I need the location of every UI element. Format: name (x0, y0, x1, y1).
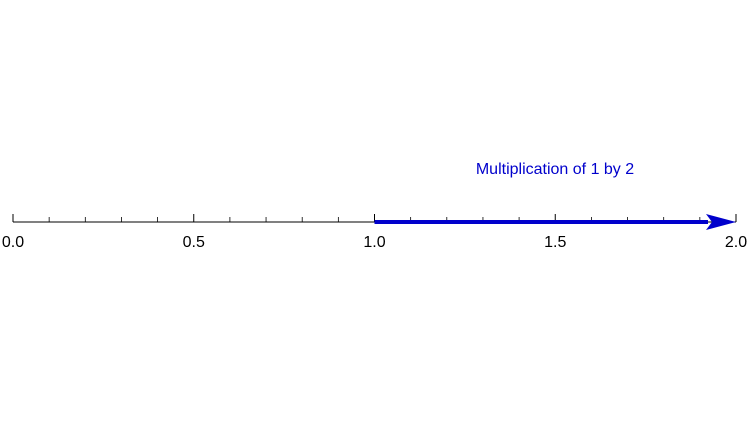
multiplication-arrow (374, 214, 736, 230)
tick-label: 1.5 (544, 234, 566, 251)
major-ticks (12, 214, 737, 222)
tick-label: 1.0 (363, 234, 385, 251)
tick-label: 2.0 (725, 234, 747, 251)
tick-label: 0.5 (183, 234, 205, 251)
tick-labels: 0.0 0.5 1.0 1.5 2.0 (2, 234, 747, 251)
annotation-label: Multiplication of 1 by 2 (476, 161, 634, 178)
arrow-head-icon (706, 214, 736, 230)
tick-label: 0.0 (2, 234, 24, 251)
